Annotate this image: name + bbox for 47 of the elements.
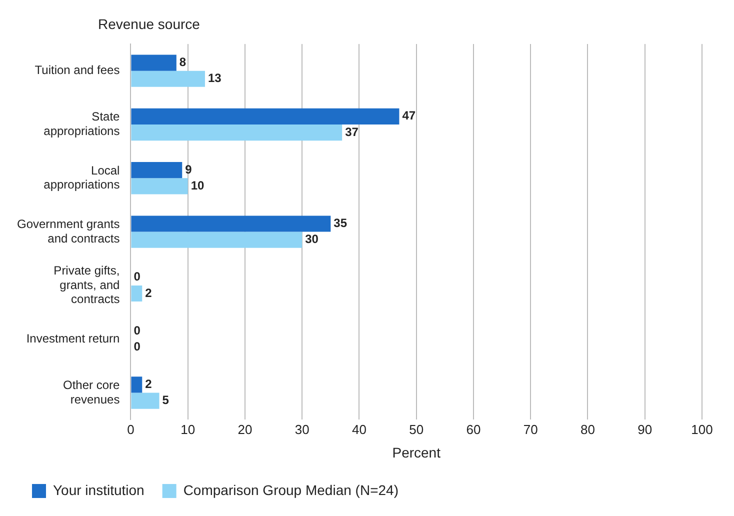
data-label: 9: [185, 162, 192, 176]
y-tick-label: Other core revenues: [63, 378, 120, 406]
x-tick-label: 10: [180, 422, 196, 437]
data-label: 13: [208, 71, 222, 86]
bar: [131, 392, 160, 409]
bar: [131, 162, 182, 178]
x-tick-label: 40: [352, 422, 366, 437]
bar: [131, 54, 176, 71]
y-tick-label: Local appropriations: [44, 163, 120, 192]
y-axis-title: Revenue source: [98, 16, 200, 32]
data-label: 35: [334, 216, 348, 230]
data-label: 8: [179, 55, 186, 70]
data-label: 37: [345, 124, 359, 139]
y-tick-label: Government grants and contracts: [16, 216, 120, 246]
data-label: 0: [134, 270, 141, 284]
x-axis-title: Percent: [392, 444, 441, 460]
data-label: 10: [190, 178, 205, 193]
x-tick-label: 60: [466, 422, 481, 437]
x-tick-label: 0: [127, 422, 134, 437]
bar: [131, 285, 142, 302]
data-label: 30: [305, 232, 319, 246]
x-tick-label: 90: [638, 422, 652, 437]
x-tick-label: 50: [409, 422, 424, 437]
bar: [131, 108, 400, 124]
x-tick-label: 100: [691, 422, 713, 437]
data-label: 0: [134, 323, 141, 338]
x-tick-label: 80: [580, 422, 595, 437]
bar: [131, 232, 302, 248]
bar: [131, 216, 331, 232]
legend-label: Your institution: [53, 482, 144, 498]
bar: [131, 70, 205, 87]
y-tick-label: State appropriations: [44, 110, 120, 138]
bar: [131, 124, 342, 141]
bar: [131, 376, 142, 393]
data-label: 2: [145, 377, 152, 392]
x-tick-label: 30: [294, 422, 310, 437]
x-tick-label: 70: [523, 422, 538, 437]
y-tick-label: Tuition and fees: [34, 63, 120, 78]
y-tick-label: Investment return: [26, 331, 120, 346]
data-label: 0: [134, 339, 141, 354]
data-label: 2: [145, 286, 152, 300]
x-tick-label: 20: [238, 422, 252, 437]
y-tick-label: Private gifts, grants, and contracts: [54, 263, 120, 306]
bar: [131, 178, 188, 194]
data-label: 5: [162, 393, 170, 408]
data-label: 47: [402, 108, 416, 123]
legend-label: Comparison Group Median (N=24): [183, 482, 398, 498]
